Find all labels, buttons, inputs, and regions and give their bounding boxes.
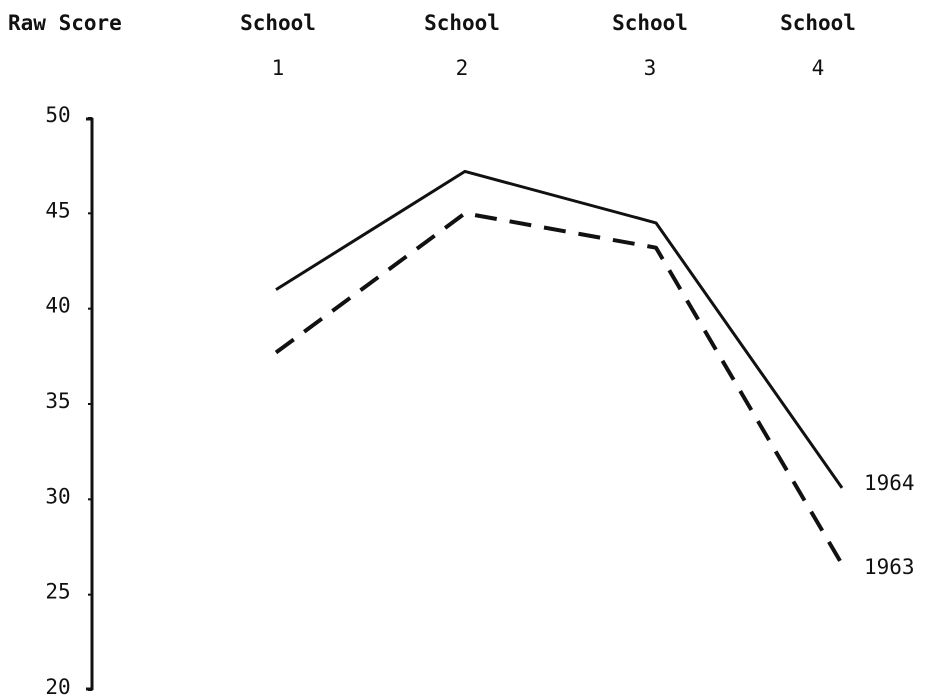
y-tick-label-35: 35 (45, 389, 70, 413)
category-number-school-3: 3 (644, 56, 657, 80)
series-label-1963: 1963 (864, 555, 915, 579)
series-label-1964: 1964 (864, 471, 915, 495)
category-number-school-4: 4 (812, 56, 825, 80)
y-tick-label-40: 40 (45, 294, 70, 318)
category-number-school-1: 1 (272, 56, 285, 80)
series-lines (274, 169, 844, 566)
y-tick-label-45: 45 (45, 198, 70, 222)
y-tick-label-20: 20 (45, 675, 70, 698)
category-label-school-3: School (612, 11, 688, 35)
category-label-school-1: School (240, 11, 316, 35)
y-tick-label-30: 30 (45, 484, 70, 508)
y-axis-label: Raw Score (8, 11, 122, 35)
category-labels: School 1 School 2 School 3 School 4 (240, 11, 856, 80)
series-line-1964 (275, 169, 844, 489)
y-axis: 50 45 40 35 30 25 20 (45, 103, 94, 698)
series-labels: 1964 1963 (864, 471, 915, 579)
y-tick-label-25: 25 (45, 580, 70, 604)
category-label-school-2: School (424, 11, 500, 35)
category-label-school-4: School (780, 11, 856, 35)
y-tick-label-50: 50 (45, 103, 70, 127)
category-number-school-2: 2 (456, 56, 469, 80)
series-line-1963 (274, 211, 844, 566)
